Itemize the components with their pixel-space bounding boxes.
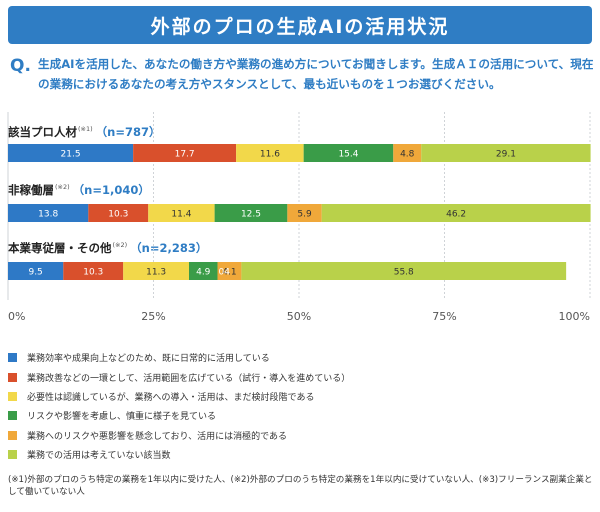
page-title: 外部のプロの生成AIの活用状況 [150,15,450,38]
bar-value-label: 29.1 [496,150,516,160]
group-label-1: 非稼働層(※2) （n=1,040） [8,182,150,198]
chart-legend: 業務効率や成果向上などのため、既に日常的に活用している業務改善などの一環として、… [8,348,350,464]
legend-label: 業務改善などの一環として、活用範囲を広げている（試行・導入を進めている） [27,373,351,384]
bar-value-label: 17.7 [175,150,195,160]
legend-label: 業務での活用は考えていない該当数 [27,451,171,462]
bar-segment [303,144,394,162]
bar-value-label: 9.5 [28,268,42,278]
legend-swatch [8,391,17,401]
bar-value-label: 5.9 [297,210,312,220]
bar-segment [88,204,149,222]
bar-segment [148,204,215,222]
bar-value-label: 13.8 [38,210,58,220]
legend-swatch [8,372,17,382]
bar-value-label: 4.1 [222,268,236,278]
group-n: （n=787） [95,125,161,139]
bar-segment [8,144,134,162]
bar-segment [123,262,190,280]
bar-segment [287,204,322,222]
bar-value-label: 11.6 [260,150,280,160]
bar-segment [8,204,89,222]
bar-segment [133,144,237,162]
bar-value-label: 11.3 [146,268,166,278]
x-tick-label: 0% [8,310,25,323]
bar-value-label: 11.4 [171,210,191,220]
group-label-2: 本業専従層・その他(※2) （n=2,283） [8,240,207,256]
group-note: (※1) [78,125,93,133]
legend-swatch [8,430,17,440]
legend-item: 業務効率や成果向上などのため、既に日常的に活用している [8,348,350,367]
bar-extra-label: 04 [219,268,231,278]
group-label-0: 該当プロ人材(※1) （n=787） [8,124,160,140]
bar-segment [393,144,422,162]
legend-item: リスクや影響を考慮し、慎重に様子を見ている [8,406,350,425]
legend-item: 業務での活用は考えていない該当数 [8,445,350,464]
bar-value-label: 21.5 [61,150,81,160]
title-bar: 外部のプロの生成AIの活用状況 [8,6,592,44]
legend-swatch [8,353,17,363]
footnote: (※1)外部のプロのうち特定の業務を1年以内に受けた人、(※2)外部のプロのうち… [8,475,593,497]
bar-segment [241,262,567,280]
x-tick-label: 50% [287,310,311,323]
bar-value-label: 55.8 [394,268,414,278]
group-n: （n=1,040） [72,183,150,197]
question-text: 生成AIを活用した、あなたの働き方や業務の進め方についてお聞きします。生成ＡＩの… [38,57,594,91]
bar-value-label: 4.8 [400,150,415,160]
legend-label: 業務効率や成果向上などのため、既に日常的に活用している [27,354,270,365]
legend-item: 業務へのリスクや悪影響を懸念しており、活用には消極的である [8,426,350,445]
legend-label: 業務へのリスクや悪影響を懸念しており、活用には消極的である [27,431,288,442]
legend-item: 業務改善などの一環として、活用範囲を広げている（試行・導入を進めている） [8,367,350,386]
legend-swatch [8,450,17,460]
bar-value-label: 4.9 [196,268,211,278]
legend-label: 必要性は認識しているが、業務への導入・活用は、まだ検討段階である [27,392,315,403]
bar-value-label: 15.4 [338,150,358,160]
question-mark: Q. [10,56,31,76]
bar-segment [189,262,218,280]
x-tick-label: 75% [432,310,456,323]
group-name: 本業専従層・その他 [8,241,112,255]
group-name: 非稼働層 [8,183,54,197]
legend-item: 必要性は認識しているが、業務への導入・活用は、まだ検討段階である [8,387,350,406]
legend-swatch [8,411,17,421]
group-note: (※2) [55,183,70,191]
group-name: 該当プロ人材 [8,125,77,139]
bar-value-label: 46.2 [446,210,466,220]
legend-label: リスクや影響を考慮し、慎重に様子を見ている [27,412,217,423]
x-tick-label: 25% [141,310,165,323]
bar-segment [214,204,288,222]
bar-segment [236,144,304,162]
group-n: （n=2,283） [130,241,208,255]
bar-segment [421,144,591,162]
bar-segment [63,262,124,280]
bar-value-label: 10.3 [83,268,103,278]
stacked-bar-chart: 0% 25% 50% 75% 100% 21.5 17.7 11.6 15.4 4.8 29.1 13… [7,112,591,323]
bar-value-label: 12.5 [241,210,261,220]
x-tick-label: 100% [559,310,590,323]
bar-segment [217,262,242,280]
group-note: (※2) [112,241,128,249]
bar-segment [8,262,64,280]
bar-segment [321,204,591,222]
bar-value-label: 10.3 [108,210,128,220]
